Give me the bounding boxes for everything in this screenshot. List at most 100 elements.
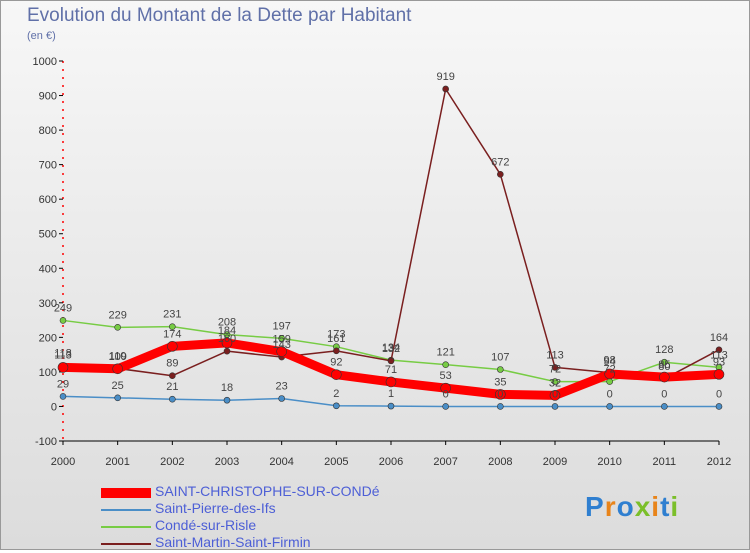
data-point [551,378,559,385]
data-label: 72 [604,364,616,376]
data-label: 0 [607,388,613,400]
data-point [497,171,504,178]
data-point [440,382,451,394]
legend-swatch [101,509,151,511]
y-tick-label: 1000 [33,56,57,68]
data-label: 1 [388,388,394,400]
proxiti-logo: Proxiti [585,491,679,523]
x-tick-label: 2012 [707,456,731,468]
logo-letter: r [604,491,617,522]
legend-swatch [101,488,151,498]
data-label: 208 [218,317,236,329]
data-point [551,364,559,371]
data-label: 229 [108,309,126,321]
legend-label: Saint-Martin-Saint-Firmin [155,534,311,550]
data-point [223,396,231,404]
data-point [659,371,670,383]
x-tick-label: 2011 [653,456,677,468]
logo-letter: o [616,491,635,522]
legend-label: SAINT-CHRISTOPHE-SUR-CONDé [155,483,380,499]
data-label: 134 [382,342,400,354]
data-point [387,357,395,365]
data-label: 21 [166,381,178,393]
data-point [497,403,504,410]
legend-label: Saint-Pierre-des-Ifs [155,500,276,516]
data-label: 18 [221,382,233,394]
data-point [169,395,176,403]
data-point [549,390,561,401]
data-label: 94 [604,356,616,368]
data-label: 2 [333,388,339,400]
data-label: 23 [276,381,288,393]
data-point [497,366,504,373]
data-point [57,362,69,373]
data-label: 672 [491,156,509,168]
data-point [169,323,176,330]
series-labels-0: 113 109 174 184 159 92 71 53 35 32 94 85 93 [54,325,725,390]
data-label: 92 [330,357,342,369]
y-tick-label: 900 [39,91,57,103]
data-point [333,402,340,410]
data-label: 128 [655,344,673,356]
data-label: 184 [218,325,236,337]
data-label: 0 [497,388,503,400]
data-point [333,347,340,355]
data-point [495,389,506,400]
data-point [385,376,397,388]
data-label: 160 [218,333,236,345]
data-point [606,403,613,410]
y-tick-label: 700 [39,160,57,172]
data-point [223,347,231,355]
data-point [661,403,668,410]
y-tick-label: 0 [51,401,57,413]
data-label: 89 [166,358,178,370]
data-label: 174 [163,328,181,340]
data-label: 118 [54,348,72,360]
data-label: 0 [552,388,558,400]
data-label: 143 [272,339,290,351]
x-tick-label: 2000 [51,456,75,468]
data-label: 0 [443,388,449,400]
x-tick-label: 2008 [488,456,512,468]
data-point [442,361,449,368]
data-label: 25 [112,380,124,392]
data-label: 249 [54,302,72,314]
y-tick-label: 600 [39,194,57,206]
series-labels-3: 118 110 89 160 143 161 132 919 672 113 98 80 164 [54,71,728,373]
data-point [715,346,723,354]
data-label: 93 [713,356,725,368]
x-tick-label: 2005 [324,456,348,468]
data-label: 32 [549,377,561,389]
y-tick-label: 800 [39,125,57,137]
series-line [62,88,720,380]
x-tick-label: 2004 [269,456,293,468]
x-tick-label: 2002 [160,456,184,468]
data-label: 173 [327,329,345,341]
series-3 [59,85,723,383]
data-label: 113 [54,349,72,361]
data-label: 113 [546,349,564,361]
chart-title: Evolution du Montant de la Dette par Hab… [27,5,412,26]
data-label: 0 [716,388,722,400]
series-1 [59,393,723,410]
y-tick-label: -100 [35,436,57,448]
data-label: 121 [436,347,454,359]
data-point [221,337,233,349]
data-label: 113 [710,349,728,361]
legend-swatch [101,543,151,545]
data-point [59,317,67,324]
x-tick-label: 2009 [543,456,567,468]
data-label: 85 [658,359,670,371]
data-label: 110 [109,350,127,362]
data-label: 919 [436,71,454,83]
data-point [114,394,121,402]
data-label: 80 [658,361,670,373]
data-label: 53 [440,370,452,382]
y-tick-label: 300 [39,298,57,310]
logo-letter: i [651,491,661,522]
data-point [278,395,285,402]
data-point [59,393,67,400]
data-label: 164 [710,332,728,344]
data-label: 132 [382,343,400,355]
